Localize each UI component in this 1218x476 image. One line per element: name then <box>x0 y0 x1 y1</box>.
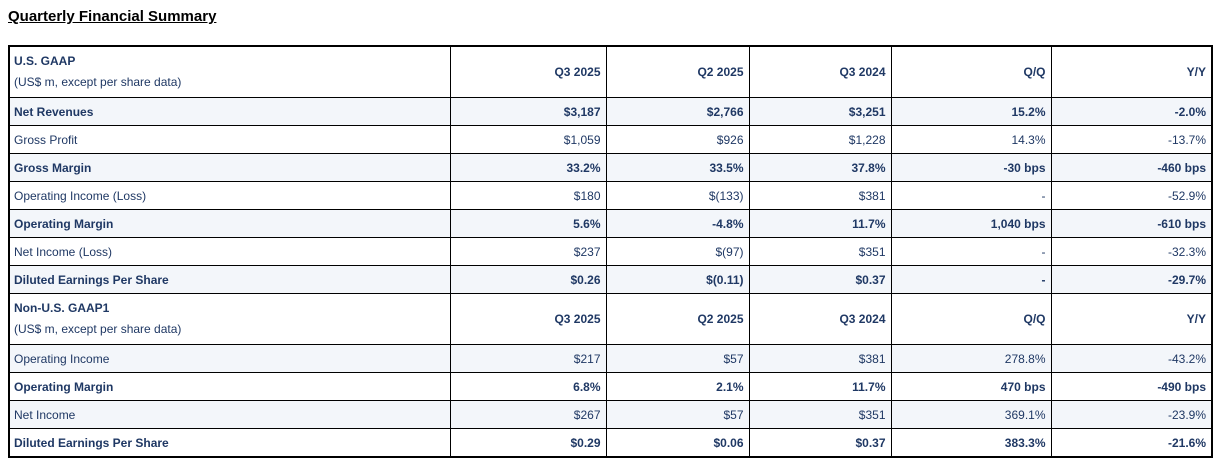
cell-value: 33.2% <box>449 153 607 182</box>
cell-value: $57 <box>605 400 750 429</box>
cell-value: $0.37 <box>748 265 892 294</box>
section-title: U.S. GAAP <box>14 54 76 68</box>
cell-value: 5.6% <box>449 209 607 238</box>
row-label: Operating Income <box>8 344 451 373</box>
cell-value: $926 <box>605 125 750 154</box>
cell-value: - <box>890 237 1052 266</box>
cell-value: $217 <box>449 344 607 373</box>
cell-value: $1,059 <box>449 125 607 154</box>
column-header-yy: Y/Y <box>1050 45 1213 98</box>
cell-value: -21.6% <box>1050 428 1213 458</box>
table-row-operating-income-nongaap: Operating Income $217 $57 $381 278.8% -4… <box>8 344 1213 373</box>
table-row-operating-income-loss: Operating Income (Loss) $180 $(133) $381… <box>8 181 1213 210</box>
column-header-q2-2025: Q2 2025 <box>605 45 750 98</box>
cell-value: -32.3% <box>1050 237 1213 266</box>
column-header-qq: Q/Q <box>890 293 1052 345</box>
section-header-non-us-gaap: Non-U.S. GAAP1 (US$ m, except per share … <box>8 293 1213 345</box>
cell-value: 11.7% <box>748 209 892 238</box>
cell-value: -23.9% <box>1050 400 1213 429</box>
column-header-q2-2025: Q2 2025 <box>605 293 750 345</box>
table-row-net-revenues: Net Revenues $3,187 $2,766 $3,251 15.2% … <box>8 97 1213 126</box>
cell-value: 11.7% <box>748 372 892 401</box>
cell-value: 33.5% <box>605 153 750 182</box>
cell-value: 6.8% <box>449 372 607 401</box>
row-label: Operating Margin <box>8 372 451 401</box>
cell-value: $0.26 <box>449 265 607 294</box>
section-title-cell: Non-U.S. GAAP1 (US$ m, except per share … <box>8 293 451 345</box>
row-label: Net Revenues <box>8 97 451 126</box>
cell-value: $(0.11) <box>605 265 750 294</box>
cell-value: 14.3% <box>890 125 1052 154</box>
column-header-q3-2024: Q3 2024 <box>748 45 892 98</box>
cell-value: 383.3% <box>890 428 1052 458</box>
cell-value: -29.7% <box>1050 265 1213 294</box>
cell-value: $3,187 <box>449 97 607 126</box>
cell-value: -13.7% <box>1050 125 1213 154</box>
quarterly-financial-table: U.S. GAAP (US$ m, except per share data)… <box>8 45 1213 458</box>
row-label: Net Income (Loss) <box>8 237 451 266</box>
cell-value: $57 <box>605 344 750 373</box>
cell-value: $180 <box>449 181 607 210</box>
cell-value: $351 <box>748 400 892 429</box>
cell-value: $267 <box>449 400 607 429</box>
cell-value: $351 <box>748 237 892 266</box>
cell-value: -490 bps <box>1050 372 1213 401</box>
cell-value: $381 <box>748 181 892 210</box>
section-header-us-gaap: U.S. GAAP (US$ m, except per share data)… <box>8 45 1213 98</box>
column-header-yy: Y/Y <box>1050 293 1213 345</box>
cell-value: -4.8% <box>605 209 750 238</box>
row-label: Operating Income (Loss) <box>8 181 451 210</box>
row-label: Diluted Earnings Per Share <box>8 265 451 294</box>
column-header-q3-2025: Q3 2025 <box>449 45 607 98</box>
cell-value: -460 bps <box>1050 153 1213 182</box>
table-row-diluted-eps-nongaap: Diluted Earnings Per Share $0.29 $0.06 $… <box>8 428 1213 458</box>
row-label: Gross Profit <box>8 125 451 154</box>
cell-value: 1,040 bps <box>890 209 1052 238</box>
column-header-q3-2024: Q3 2024 <box>748 293 892 345</box>
cell-value: $1,228 <box>748 125 892 154</box>
cell-value: 15.2% <box>890 97 1052 126</box>
row-label: Net Income <box>8 400 451 429</box>
section-subtitle: (US$ m, except per share data) <box>14 75 182 89</box>
cell-value: 470 bps <box>890 372 1052 401</box>
cell-value: -610 bps <box>1050 209 1213 238</box>
column-header-q3-2025: Q3 2025 <box>449 293 607 345</box>
cell-value: 369.1% <box>890 400 1052 429</box>
cell-value: $3,251 <box>748 97 892 126</box>
cell-value: - <box>890 181 1052 210</box>
cell-value: $(133) <box>605 181 750 210</box>
row-label: Diluted Earnings Per Share <box>8 428 451 458</box>
column-header-qq: Q/Q <box>890 45 1052 98</box>
cell-value: $0.29 <box>449 428 607 458</box>
cell-value: 2.1% <box>605 372 750 401</box>
table-row-diluted-eps-gaap: Diluted Earnings Per Share $0.26 $(0.11)… <box>8 265 1213 294</box>
cell-value: $(97) <box>605 237 750 266</box>
cell-value: -43.2% <box>1050 344 1213 373</box>
section-title: Non-U.S. GAAP1 <box>14 301 110 315</box>
table-row-net-income-loss: Net Income (Loss) $237 $(97) $351 - -32.… <box>8 237 1213 266</box>
cell-value: $381 <box>748 344 892 373</box>
section-subtitle: (US$ m, except per share data) <box>14 322 182 336</box>
page-title: Quarterly Financial Summary <box>8 8 217 25</box>
cell-value: $0.06 <box>605 428 750 458</box>
table-row-gross-margin: Gross Margin 33.2% 33.5% 37.8% -30 bps -… <box>8 153 1213 182</box>
table-row-gross-profit: Gross Profit $1,059 $926 $1,228 14.3% -1… <box>8 125 1213 154</box>
table-row-operating-margin-nongaap: Operating Margin 6.8% 2.1% 11.7% 470 bps… <box>8 372 1213 401</box>
table-row-operating-margin: Operating Margin 5.6% -4.8% 11.7% 1,040 … <box>8 209 1213 238</box>
table-row-net-income-nongaap: Net Income $267 $57 $351 369.1% -23.9% <box>8 400 1213 429</box>
cell-value: -2.0% <box>1050 97 1213 126</box>
cell-value: 37.8% <box>748 153 892 182</box>
cell-value: $2,766 <box>605 97 750 126</box>
cell-value: $237 <box>449 237 607 266</box>
cell-value: - <box>890 265 1052 294</box>
row-label: Operating Margin <box>8 209 451 238</box>
cell-value: $0.37 <box>748 428 892 458</box>
row-label: Gross Margin <box>8 153 451 182</box>
cell-value: -30 bps <box>890 153 1052 182</box>
section-title-cell: U.S. GAAP (US$ m, except per share data) <box>8 45 451 98</box>
cell-value: 278.8% <box>890 344 1052 373</box>
cell-value: -52.9% <box>1050 181 1213 210</box>
